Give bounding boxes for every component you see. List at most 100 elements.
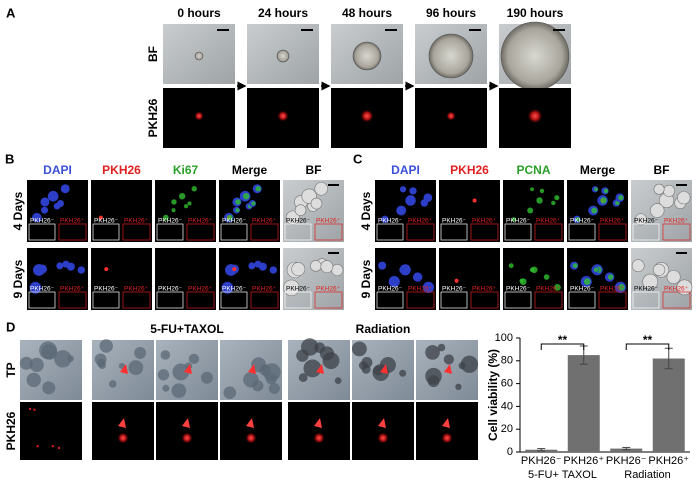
- significance-label: **: [643, 333, 653, 347]
- marker-signal: [591, 207, 598, 214]
- inset-label: PKH26⁻: [222, 218, 247, 225]
- red-signal: [245, 432, 257, 444]
- marker-signal: [529, 267, 535, 273]
- nucleus: [60, 184, 70, 194]
- bf-cell: [652, 263, 666, 276]
- nucleus: [29, 281, 42, 294]
- inset-label: PKH26⁺: [60, 286, 85, 293]
- pkh26-signal: [232, 267, 237, 272]
- inset-label: PKH26⁻: [30, 218, 55, 225]
- bf-cell: [663, 184, 675, 197]
- y-tick-label: 20: [501, 423, 513, 435]
- inset-label: PKH26⁻: [222, 286, 247, 293]
- inset-box: [662, 291, 691, 309]
- colony: [26, 372, 41, 388]
- bf-cell: [331, 264, 344, 277]
- nucleus: [399, 266, 407, 274]
- colony: [298, 373, 308, 382]
- row-label: TP: [4, 362, 18, 377]
- inset-label: PKH26⁻: [378, 286, 403, 293]
- bf-cell: [677, 191, 691, 205]
- marker-signal: [508, 263, 514, 269]
- colony: [41, 344, 58, 360]
- inset-label: PKH26⁺: [188, 218, 213, 225]
- marker-signal: [600, 197, 607, 204]
- red-signal: [446, 111, 456, 121]
- nucleus: [248, 262, 256, 270]
- x-tick-label: PKH26⁻: [606, 455, 647, 467]
- inset-label: PKH26⁺: [316, 218, 341, 225]
- nucleus: [381, 215, 389, 224]
- inset-label: PKH26⁺: [252, 218, 277, 225]
- inset-box: [92, 223, 120, 241]
- inset-box: [92, 291, 120, 309]
- colony: [67, 355, 74, 362]
- bf-cell: [649, 203, 665, 218]
- colony: [314, 342, 326, 354]
- red-signal: [313, 432, 325, 444]
- inset-box: [220, 291, 248, 309]
- colony: [157, 369, 170, 381]
- nucleus: [422, 281, 435, 293]
- colony: [134, 347, 147, 359]
- inset-label: PKH26⁺: [124, 218, 149, 225]
- time-label: 24 hours: [258, 6, 308, 20]
- marker-signal: [184, 204, 189, 209]
- inset-label: PKH26⁻: [442, 286, 467, 293]
- fluor-image: [220, 402, 282, 460]
- colony: [399, 369, 407, 377]
- y-axis-label: Cell viability (%): [486, 349, 500, 441]
- pkh26-signal: [104, 267, 109, 272]
- colony: [322, 352, 340, 370]
- colony: [118, 362, 125, 369]
- nucleus: [412, 272, 423, 282]
- fluor-image: [352, 402, 414, 460]
- group-label: Radiation: [624, 469, 670, 481]
- marker-signal: [178, 193, 186, 200]
- column-header: PKH26: [102, 163, 141, 177]
- arrowhead: [246, 418, 254, 428]
- marker-signal: [171, 199, 177, 205]
- inset-box: [534, 291, 563, 309]
- arrowhead: [444, 364, 452, 374]
- arrowhead: [380, 364, 388, 374]
- inset-box: [284, 291, 312, 309]
- inset-label: PKH26⁺: [664, 286, 689, 293]
- nucleus: [40, 197, 50, 207]
- nucleus: [32, 212, 42, 223]
- colony: [160, 350, 171, 360]
- colony: [99, 339, 113, 353]
- time-label: 96 hours: [426, 6, 476, 20]
- inset-box: [156, 223, 184, 241]
- micrograph: [155, 248, 216, 310]
- inset-box: [314, 223, 343, 241]
- bf-cell: [653, 183, 665, 195]
- micrograph: [91, 180, 152, 242]
- colony: [358, 361, 368, 370]
- inset-label: PKH26⁻: [506, 218, 531, 225]
- colony: [108, 380, 117, 388]
- bf-cell: [320, 260, 334, 274]
- inset-box: [58, 223, 87, 241]
- inset-box: [470, 291, 499, 309]
- colony: [223, 386, 237, 400]
- red-dot: [51, 445, 55, 448]
- colony: [300, 338, 319, 356]
- nucleus: [41, 206, 48, 214]
- marker-signal: [554, 284, 561, 291]
- row-label: 9 Days: [359, 259, 373, 298]
- inset-label: PKH26⁻: [286, 286, 311, 293]
- inset-box: [406, 223, 435, 241]
- fluor-image: [156, 402, 218, 460]
- colony: [42, 381, 56, 395]
- colony: [303, 359, 322, 378]
- marker-signal: [235, 199, 241, 205]
- bf-cell: [310, 260, 322, 272]
- bf-cell: [631, 259, 645, 273]
- colony: [188, 353, 200, 365]
- inset-label: PKH26⁻: [94, 286, 119, 293]
- pkh26-signal: [98, 215, 103, 220]
- time-label: 48 hours: [342, 6, 392, 20]
- inset-label: PKH26⁻: [94, 218, 119, 225]
- arrowhead: [314, 418, 322, 428]
